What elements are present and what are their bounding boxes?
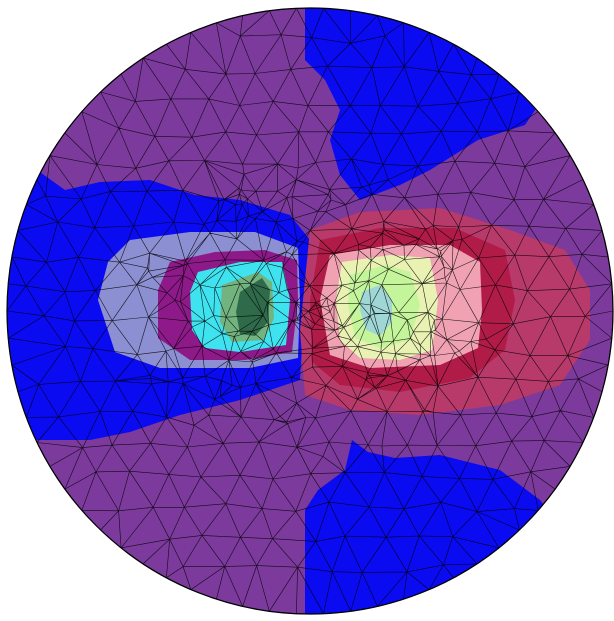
domain-boundary	[6, 7, 614, 615]
dark-green-core	[236, 278, 270, 336]
light-blue-core	[360, 285, 392, 336]
